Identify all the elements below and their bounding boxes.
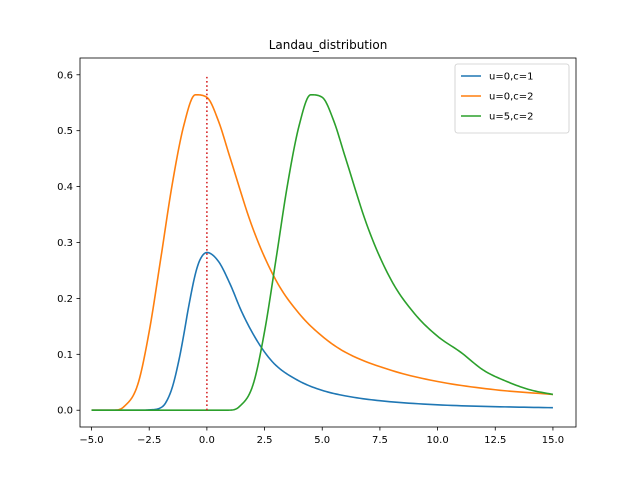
legend: u=0,c=1 u=0,c=2 u=5,c=2	[454, 63, 570, 134]
y-tick-label: 0.2	[57, 294, 73, 305]
y-tick-label: 0.3	[57, 238, 73, 249]
axes: −5.0 −2.5 0.0 2.5 5.0 7.5 10.0 12.5 15.0 0.0 0.1 0.…	[57, 57, 577, 446]
x-tick-label: 10.0	[426, 435, 448, 446]
x-tick-label: 7.5	[372, 435, 388, 446]
series-line-2	[91, 93, 553, 412]
legend-label-2: u=0,c=2	[489, 92, 534, 103]
plot-area	[91, 93, 554, 412]
x-tick-label: 12.5	[484, 435, 506, 446]
series-line-3	[91, 93, 554, 412]
legend-label-3: u=5,c=2	[489, 112, 534, 123]
series-line-1	[91, 251, 553, 412]
chart-title: Landau_distribution	[269, 38, 388, 52]
x-tick-label: 0.0	[199, 435, 215, 446]
x-tick-label: 15.0	[542, 435, 564, 446]
x-tick-label: 5.0	[314, 435, 330, 446]
y-tick-label: 0.6	[57, 70, 73, 81]
y-tick-label: 0.5	[57, 126, 73, 137]
legend-label-1: u=0,c=1	[489, 72, 534, 83]
x-tick-label: −2.5	[137, 435, 161, 446]
x-tick-label: −5.0	[79, 435, 103, 446]
y-tick-label: 0.4	[57, 182, 73, 193]
x-tick-label: 2.5	[257, 435, 273, 446]
y-tick-label: 0.0	[57, 406, 73, 417]
y-tick-label: 0.1	[57, 350, 73, 361]
legend-box	[454, 63, 570, 134]
